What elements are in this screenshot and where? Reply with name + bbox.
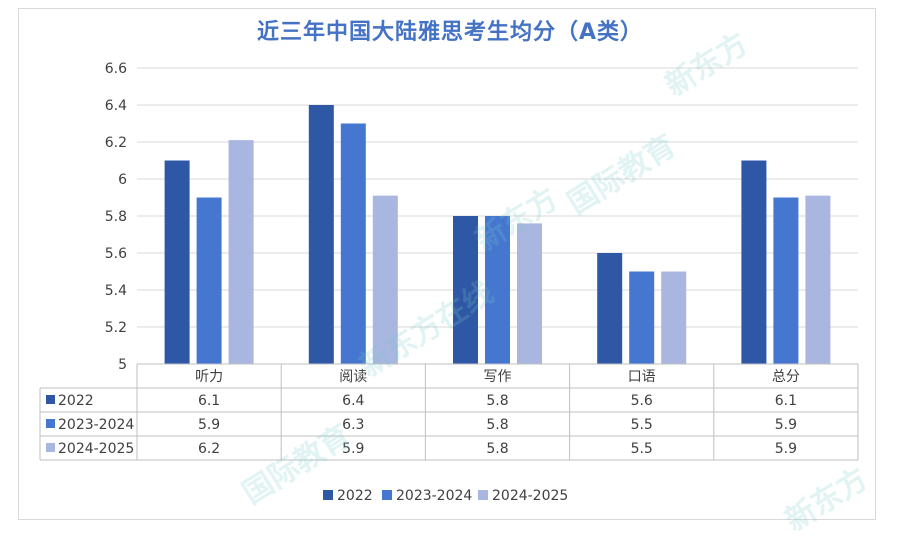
legend-label: 2022 <box>337 488 373 504</box>
bar <box>372 195 398 364</box>
category-label: 听力 <box>195 369 223 385</box>
y-tick-label: 6 <box>118 172 127 188</box>
table-value: 5.5 <box>631 417 653 433</box>
chart-title: 近三年中国大陆雅思考生均分（A类） <box>256 20 644 45</box>
table-value: 5.9 <box>342 441 364 457</box>
series-row-label: 2022 <box>58 393 94 409</box>
y-tick-label: 5.2 <box>105 320 127 336</box>
y-tick-label: 5.4 <box>105 283 127 299</box>
chart-frame <box>18 8 876 520</box>
legend-swatch <box>478 490 488 500</box>
bar <box>196 197 222 364</box>
table-value: 5.9 <box>775 417 797 433</box>
bar <box>741 160 767 364</box>
table-value: 5.9 <box>198 417 220 433</box>
legend-label: 2024-2025 <box>492 488 568 504</box>
y-tick-label: 6.6 <box>105 61 127 77</box>
table-value: 5.9 <box>775 441 797 457</box>
table-value: 5.8 <box>486 393 508 409</box>
series-swatch <box>46 419 55 428</box>
series-row-label: 2023-2024 <box>58 417 134 433</box>
bar <box>805 195 831 364</box>
bar <box>629 271 655 364</box>
legend-swatch <box>382 490 392 500</box>
bar <box>597 253 623 364</box>
bar <box>340 123 366 364</box>
bar <box>485 216 510 364</box>
bar <box>773 197 799 364</box>
table-value: 6.4 <box>342 393 364 409</box>
category-label: 总分 <box>772 369 800 385</box>
table-value: 6.1 <box>198 393 220 409</box>
series-swatch <box>46 443 55 452</box>
series-row-label: 2024-2025 <box>58 441 134 457</box>
bar <box>164 160 190 364</box>
y-tick-label: 5 <box>118 357 127 373</box>
category-label: 阅读 <box>339 368 367 385</box>
legend-swatch <box>323 490 333 500</box>
bar <box>228 140 254 364</box>
bar <box>453 216 478 364</box>
y-tick-label: 6.2 <box>105 135 127 151</box>
table-value: 5.6 <box>631 393 653 409</box>
category-label: 写作 <box>484 369 512 385</box>
legend-label: 2023-2024 <box>396 488 472 504</box>
category-label: 口语 <box>628 369 656 385</box>
table-value: 6.3 <box>342 417 364 433</box>
series-swatch <box>46 395 55 404</box>
table-value: 5.8 <box>486 441 508 457</box>
table-value: 5.5 <box>631 441 653 457</box>
bar <box>308 105 334 364</box>
y-tick-label: 5.6 <box>105 246 127 262</box>
bar <box>517 223 542 364</box>
table-value: 6.2 <box>198 441 220 457</box>
y-tick-label: 6.4 <box>105 98 127 114</box>
table-value: 6.1 <box>775 393 797 409</box>
bar <box>661 271 687 364</box>
table-value: 5.8 <box>486 417 508 433</box>
y-tick-label: 5.8 <box>105 209 127 225</box>
